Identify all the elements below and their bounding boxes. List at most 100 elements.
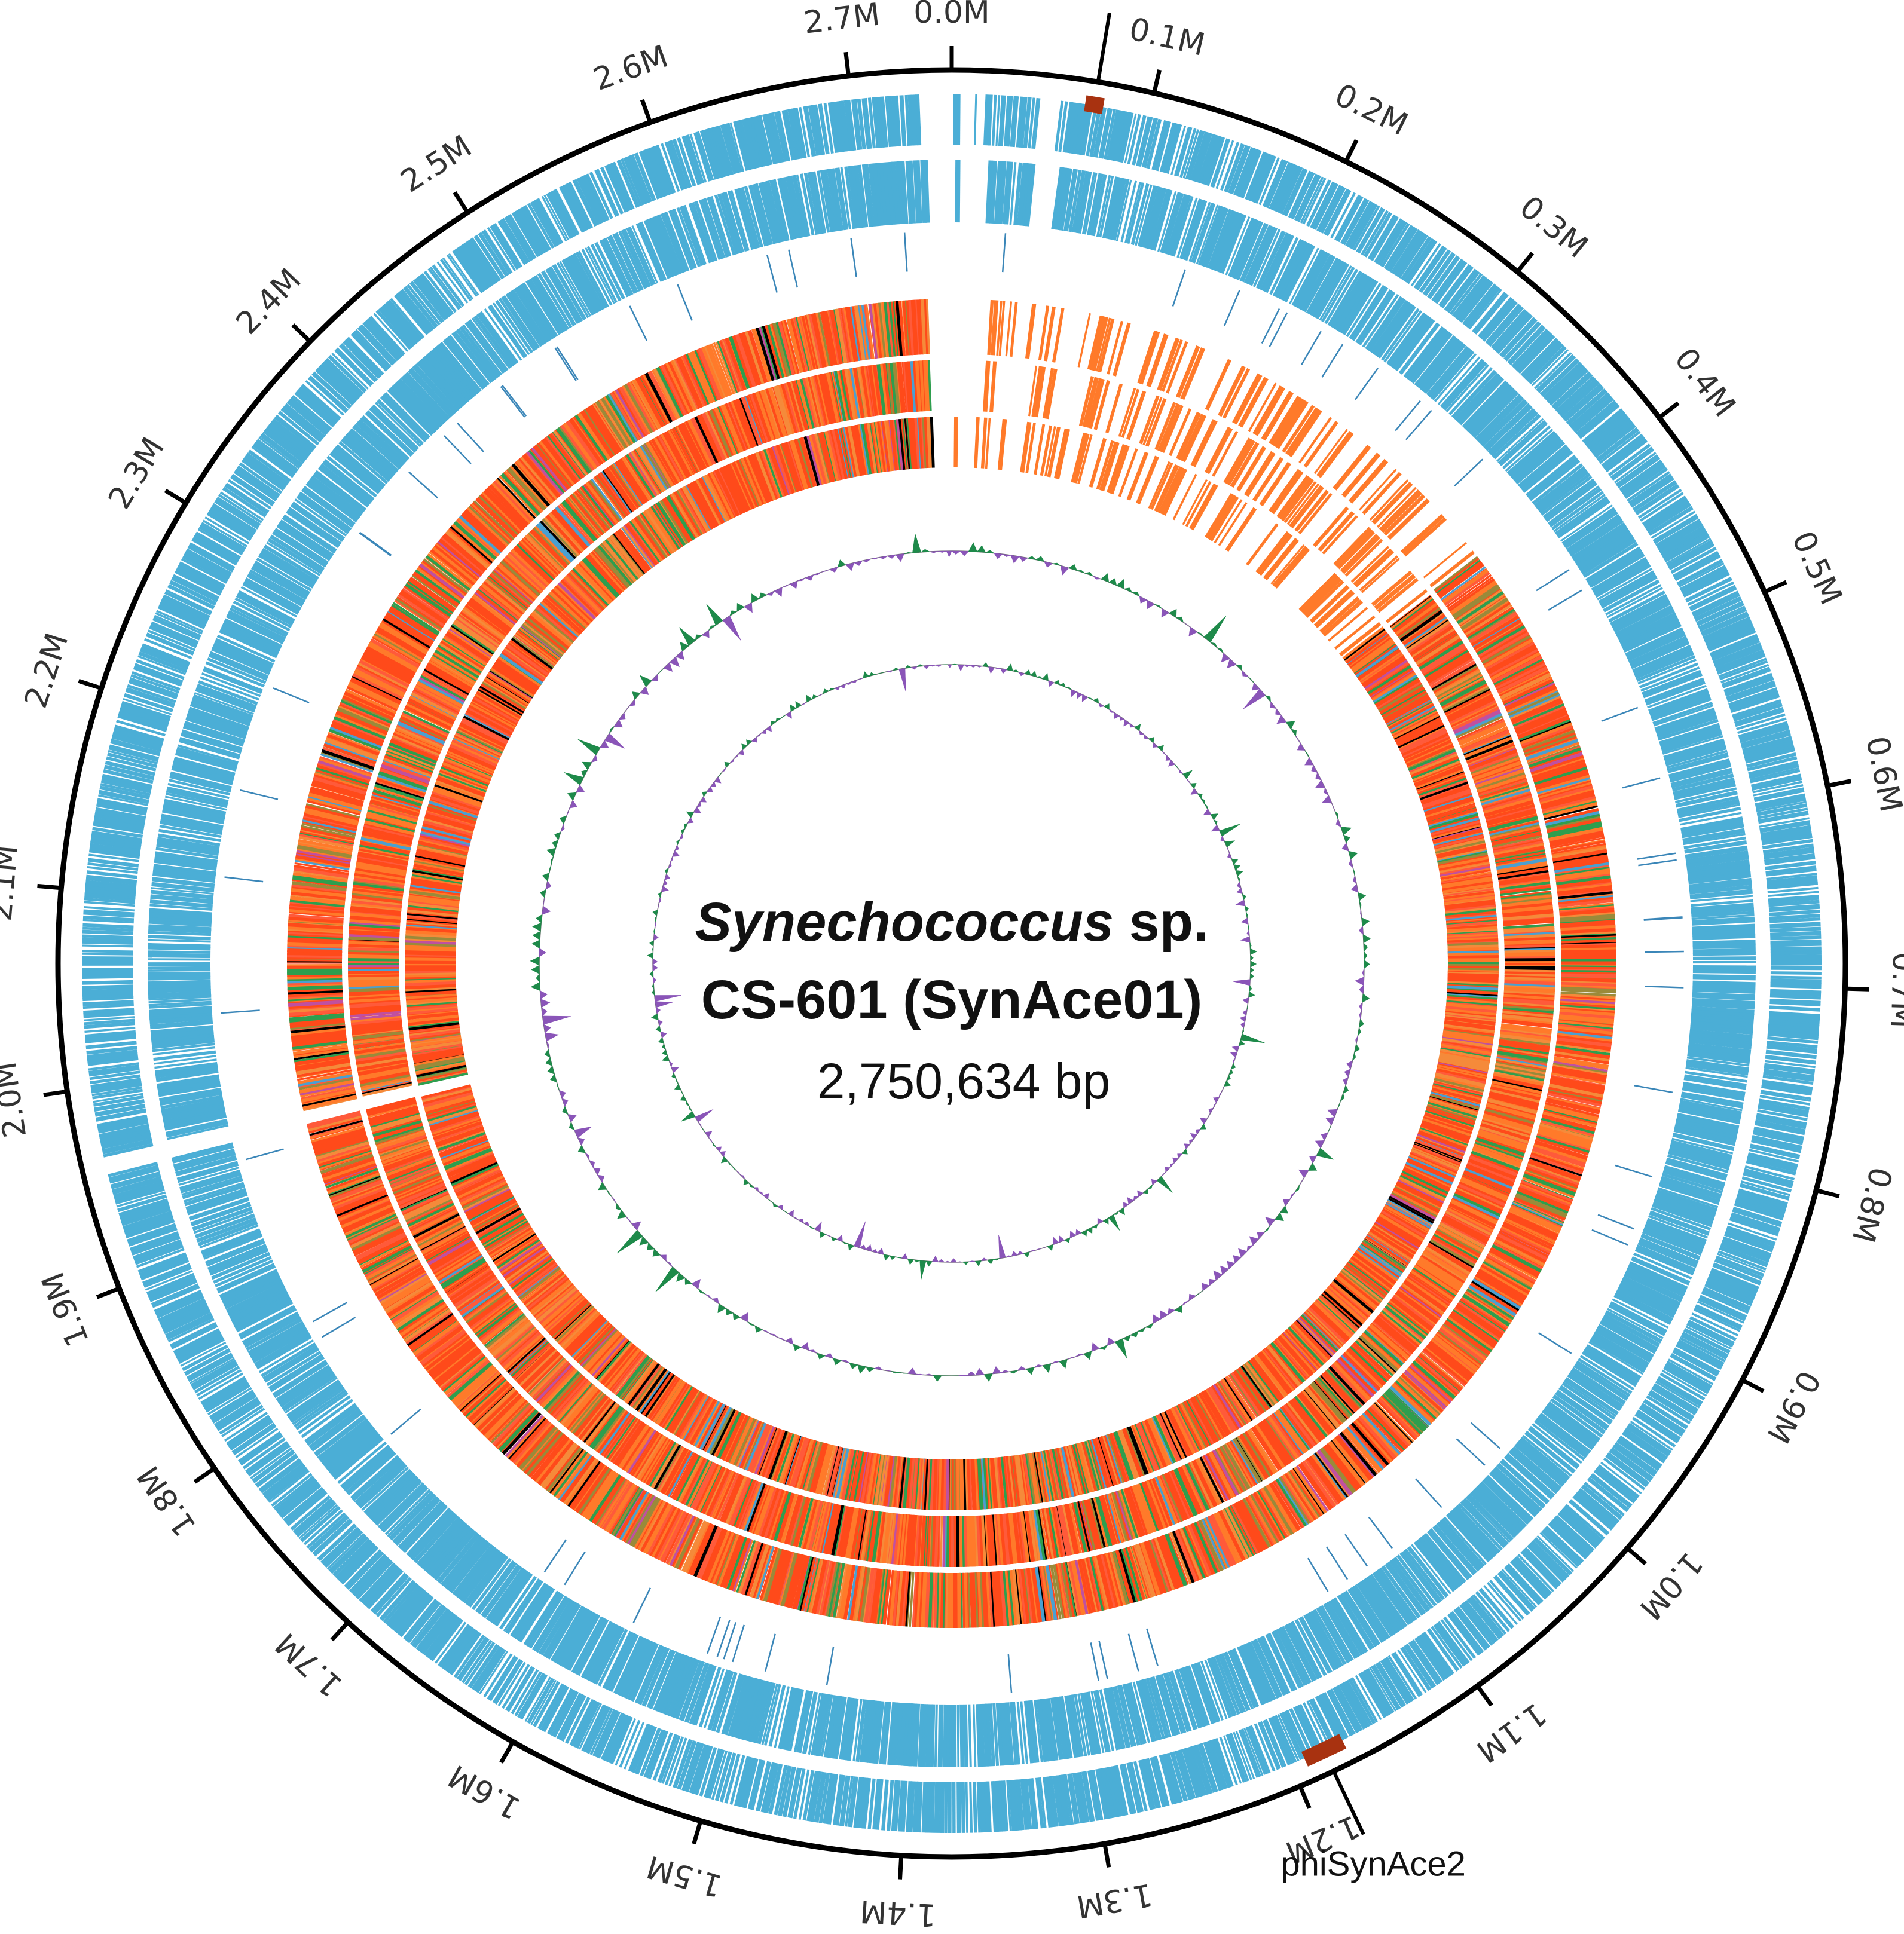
cds-mark [1314, 262, 1349, 320]
cds-mark [1747, 756, 1798, 772]
cds-mark [487, 227, 517, 271]
cds-mark [1768, 1019, 1820, 1026]
cds-mark [1674, 555, 1721, 582]
cds-mark [1582, 542, 1639, 578]
cds-mark [1728, 1222, 1777, 1241]
cds-mark [1353, 205, 1380, 251]
cds-mark [1517, 444, 1568, 487]
cds-mark [84, 891, 136, 899]
cds-mark [1009, 162, 1017, 225]
cds-mark [1676, 559, 1724, 586]
cds-mark [176, 1335, 224, 1361]
cds-mark [1692, 924, 1755, 933]
cds-mark [1611, 448, 1655, 481]
cds-mark [1728, 688, 1778, 709]
cds-mark [616, 159, 640, 208]
cds-mark [151, 1283, 200, 1306]
cds-mark [1511, 436, 1562, 481]
cds-mark [1197, 1743, 1218, 1793]
cds-mark [1663, 1366, 1709, 1394]
cds-mark [1572, 396, 1614, 433]
rna-mark [221, 1009, 260, 1014]
cds-mark [1416, 1634, 1450, 1679]
cds-mark [881, 1779, 889, 1831]
cds-mark [1766, 1046, 1817, 1054]
cds-mark [1668, 543, 1715, 571]
cds-mark [1536, 1535, 1575, 1572]
cds-mark [561, 185, 586, 232]
cds-mark [84, 893, 136, 902]
cds-mark [97, 1114, 148, 1127]
cds-mark [1235, 1731, 1255, 1779]
cds-mark [897, 1780, 905, 1832]
cds-mark [230, 473, 276, 507]
cds-mark [290, 1495, 331, 1531]
cds-mark [1380, 1660, 1410, 1705]
cds-mark [1269, 161, 1294, 211]
cds-mark [1361, 1670, 1390, 1717]
cds-mark [789, 1767, 802, 1819]
cds-mark [1496, 313, 1533, 354]
cds-mark [163, 1308, 211, 1335]
cds-mark [1283, 1709, 1309, 1759]
cds-mark [1002, 161, 1010, 225]
cds-mark [164, 1312, 213, 1339]
cds-mark [896, 95, 901, 146]
cds-mark [1605, 1454, 1648, 1488]
cds-mark [1396, 233, 1428, 279]
cds-mark [1613, 1443, 1657, 1476]
cds-mark [1673, 1347, 1720, 1374]
cds-mark [1529, 460, 1581, 501]
cds-mark [1407, 240, 1438, 284]
cds-mark [847, 1776, 858, 1828]
cds-mark [1055, 1775, 1066, 1826]
cds-mark [1445, 364, 1490, 412]
cds-mark [887, 1780, 894, 1831]
cds-mark [1327, 270, 1362, 326]
cds-mark [1181, 198, 1206, 261]
cds-mark [1269, 1716, 1295, 1765]
cds-mark [124, 1216, 175, 1238]
cds-mark [148, 980, 211, 986]
rna-mark [1172, 269, 1186, 307]
cds-mark [1506, 430, 1557, 476]
cds-mark [83, 909, 135, 918]
cds-mark [1765, 861, 1816, 871]
cds-mark [508, 213, 537, 259]
cds-mark [145, 1269, 193, 1291]
cds-mark [737, 1756, 754, 1807]
cds-mark [846, 99, 857, 151]
cds-mark [1349, 284, 1386, 340]
cds-mark [1018, 96, 1028, 148]
cds-mark [192, 1363, 239, 1391]
cds-mark [1652, 513, 1699, 544]
cds-mark [1537, 470, 1589, 512]
cds-mark [1686, 1321, 1734, 1348]
cds-mark [1349, 203, 1378, 250]
cds-mark [1144, 1758, 1162, 1809]
cds-mark [1769, 1012, 1820, 1020]
cds-mark [999, 161, 1007, 224]
cds-mark [1406, 328, 1448, 381]
cds-mark [90, 1078, 142, 1090]
cds-mark [563, 183, 589, 231]
cds-mark [857, 99, 866, 150]
cds-mark [1445, 269, 1480, 313]
cds-mark [1290, 172, 1315, 220]
cds-mark [82, 941, 133, 945]
cds-mark [292, 1498, 334, 1534]
cds-mark [904, 94, 911, 146]
cds-mark [180, 1341, 227, 1367]
cds-mark [1743, 1168, 1794, 1185]
cds-mark [1203, 207, 1229, 268]
cds-mark [109, 1167, 160, 1184]
cds-mark [82, 968, 133, 975]
cds-mark [930, 1704, 936, 1767]
cds-mark [1506, 1563, 1544, 1603]
cds-mark [196, 1369, 242, 1397]
cds-mark [640, 1727, 661, 1777]
cds-mark [82, 934, 133, 940]
cds-mark [148, 945, 211, 951]
cds-mark [1657, 1376, 1703, 1406]
similarity-mark [1223, 368, 1251, 419]
